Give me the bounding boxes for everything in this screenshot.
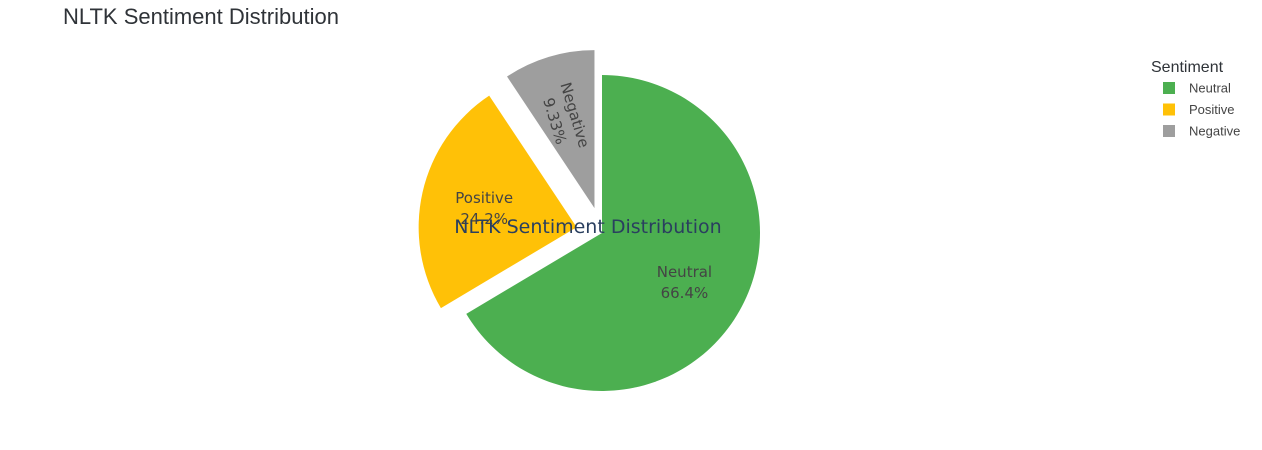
legend: Sentiment Neutral Positive Negative	[1151, 59, 1240, 139]
slice-percent-positive: 24.2%	[460, 210, 508, 228]
slice-label-group-positive: Positive 24.2%	[455, 189, 513, 228]
legend-swatch-positive[interactable]	[1163, 103, 1175, 116]
legend-item-neutral[interactable]: Neutral	[1189, 81, 1231, 96]
legend-swatch-neutral[interactable]	[1163, 82, 1175, 94]
pie-slice-neutral[interactable]	[466, 75, 760, 391]
slice-label-group-neutral: Neutral 66.4%	[657, 263, 712, 302]
slice-percent-neutral: 66.4%	[661, 284, 709, 302]
pie-slice-positive[interactable]	[418, 95, 577, 309]
pie-slice-negative[interactable]	[507, 50, 595, 209]
legend-title: Sentiment	[1151, 59, 1224, 76]
chart-title: NLTK Sentiment Distribution	[63, 4, 339, 29]
slice-label-neutral: Neutral	[657, 263, 712, 281]
center-annotation: NLTK Sentiment Distribution	[454, 216, 721, 238]
slice-label-positive: Positive	[455, 189, 513, 207]
legend-item-positive[interactable]: Positive	[1189, 102, 1235, 117]
legend-swatch-negative[interactable]	[1163, 125, 1175, 137]
legend-item-negative[interactable]: Negative	[1189, 124, 1240, 139]
